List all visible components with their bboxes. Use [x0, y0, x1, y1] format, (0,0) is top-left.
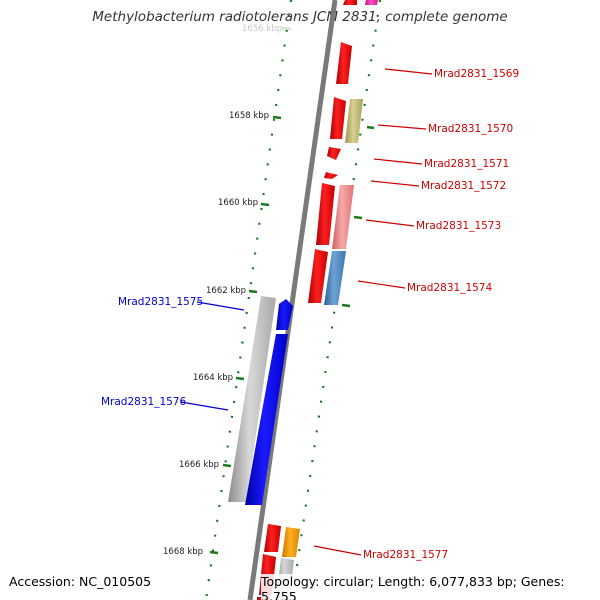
gene-cog	[345, 99, 363, 143]
genome-summary-text: Topology: circular; Length: 6,077,833 bp…	[261, 574, 600, 600]
ruler-tick	[260, 202, 270, 207]
reverse-genes	[228, 296, 293, 505]
ruler-tick	[280, 26, 292, 31]
gene-cog	[365, 0, 378, 5]
gene-label: Mrad2831_1573	[416, 220, 501, 232]
gene-label: Mrad2831_1569	[434, 68, 519, 80]
gene-cog	[282, 527, 300, 557]
ruler-tick	[222, 463, 232, 468]
ruler-label: 1660 kbp	[218, 198, 258, 208]
gene-cds	[308, 249, 328, 303]
gene-cog	[324, 251, 346, 305]
right-ring-ticks	[341, 125, 375, 308]
gene-cds	[324, 172, 338, 179]
ruler-ticks	[209, 26, 292, 555]
map-title: Methylobacterium radiotolerans JCM 2831,…	[92, 9, 508, 25]
ruler-tick	[209, 550, 219, 555]
gene-cds	[336, 42, 352, 84]
gene-label: Mrad2831_1570	[428, 123, 513, 135]
gene-label: Mrad2831_1576	[101, 396, 186, 408]
ruler-label: 1656 kbp	[242, 24, 282, 34]
ruler-tick	[272, 115, 282, 120]
gene-cds	[276, 299, 293, 330]
genome-backbone	[247, 0, 338, 600]
gene-cds	[316, 183, 335, 245]
gene-label: Mrad2831_1575	[118, 296, 203, 308]
gene-cds	[264, 524, 281, 552]
ruler-label: 1662 kbp	[206, 286, 246, 296]
accession-text: Accession: NC_010505	[9, 574, 152, 589]
ruler-tick	[235, 376, 245, 381]
gene-cds	[330, 97, 346, 139]
gene-cog	[332, 185, 354, 249]
ruler-label: 1666 kbp	[179, 460, 219, 470]
ruler-tick	[248, 289, 258, 294]
gene-cds	[228, 296, 276, 502]
gene-cds	[245, 334, 288, 505]
ruler-label: 1664 kbp	[193, 373, 233, 383]
gene-label: Mrad2831_1577	[363, 549, 448, 561]
gene-cds	[343, 0, 357, 5]
gene-leaders	[180, 68, 433, 556]
ruler-label: 1668 kbp	[163, 547, 203, 557]
gene-cds	[327, 147, 341, 160]
gene-label: Mrad2831_1571	[424, 158, 509, 170]
gene-label: Mrad2831_1574	[407, 282, 492, 294]
gene-label: Mrad2831_1572	[421, 180, 506, 192]
ruler-label: 1658 kbp	[229, 111, 269, 121]
